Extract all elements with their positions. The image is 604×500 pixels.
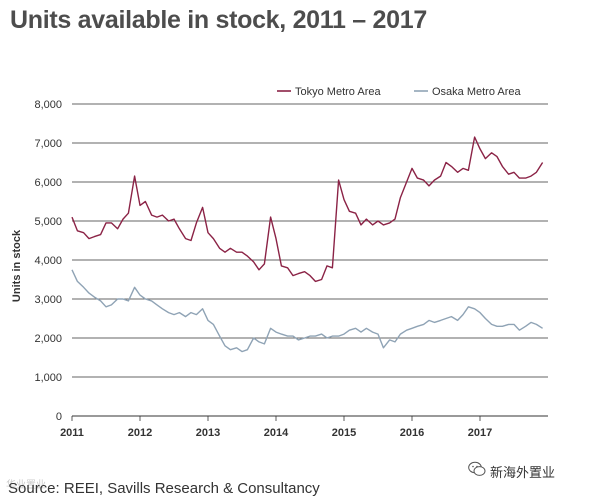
legend-item-tokyo-label: Tokyo Metro Area	[295, 86, 381, 98]
series-line-tokyo	[71, 136, 544, 283]
x-tick-label: 2013	[196, 427, 220, 439]
watermark-faint: 华业置业	[6, 480, 46, 491]
series-lines	[71, 136, 544, 353]
y-tick-label: 3,000	[34, 294, 62, 306]
x-tick-label: 2017	[468, 427, 492, 439]
x-tick-label: 2011	[60, 427, 84, 439]
y-tick-label: 5,000	[34, 216, 62, 228]
series-line-osaka	[71, 269, 543, 353]
source-note: Source: REEI, Savills Research & Consult…	[8, 480, 320, 497]
x-tick-label: 2015	[332, 427, 356, 439]
y-tick-label: 8,000	[34, 99, 62, 111]
x-tick-label: 2014	[264, 427, 289, 439]
y-tick-label: 0	[56, 411, 62, 423]
y-tick-label: 6,000	[34, 177, 62, 189]
y-tick-label: 1,000	[34, 372, 62, 384]
x-axis-tick-labels: 2011 2012 2013 2014 2015 2016 2017	[60, 416, 492, 439]
legend-item-osaka-label: Osaka Metro Area	[432, 86, 522, 98]
gridlines	[72, 103, 548, 417]
y-axis-label: Units in stock	[11, 229, 23, 302]
y-tick-label: 2,000	[34, 333, 62, 345]
y-tick-label: 4,000	[34, 255, 62, 267]
legend: Tokyo Metro Area Osaka Metro Area	[277, 86, 522, 98]
y-axis-tick-labels: 0 1,000 2,000 3,000 4,000 5,000 6,000 7,000 8,00…	[34, 99, 62, 423]
wechat-icon	[468, 461, 486, 476]
x-tick-label: 2016	[400, 427, 424, 439]
watermark-text: 新海外置业	[490, 465, 556, 480]
x-tick-label: 2012	[128, 427, 152, 439]
y-tick-label: 7,000	[34, 138, 62, 150]
chart-title: Units available in stock, 2011 – 2017	[10, 6, 427, 34]
